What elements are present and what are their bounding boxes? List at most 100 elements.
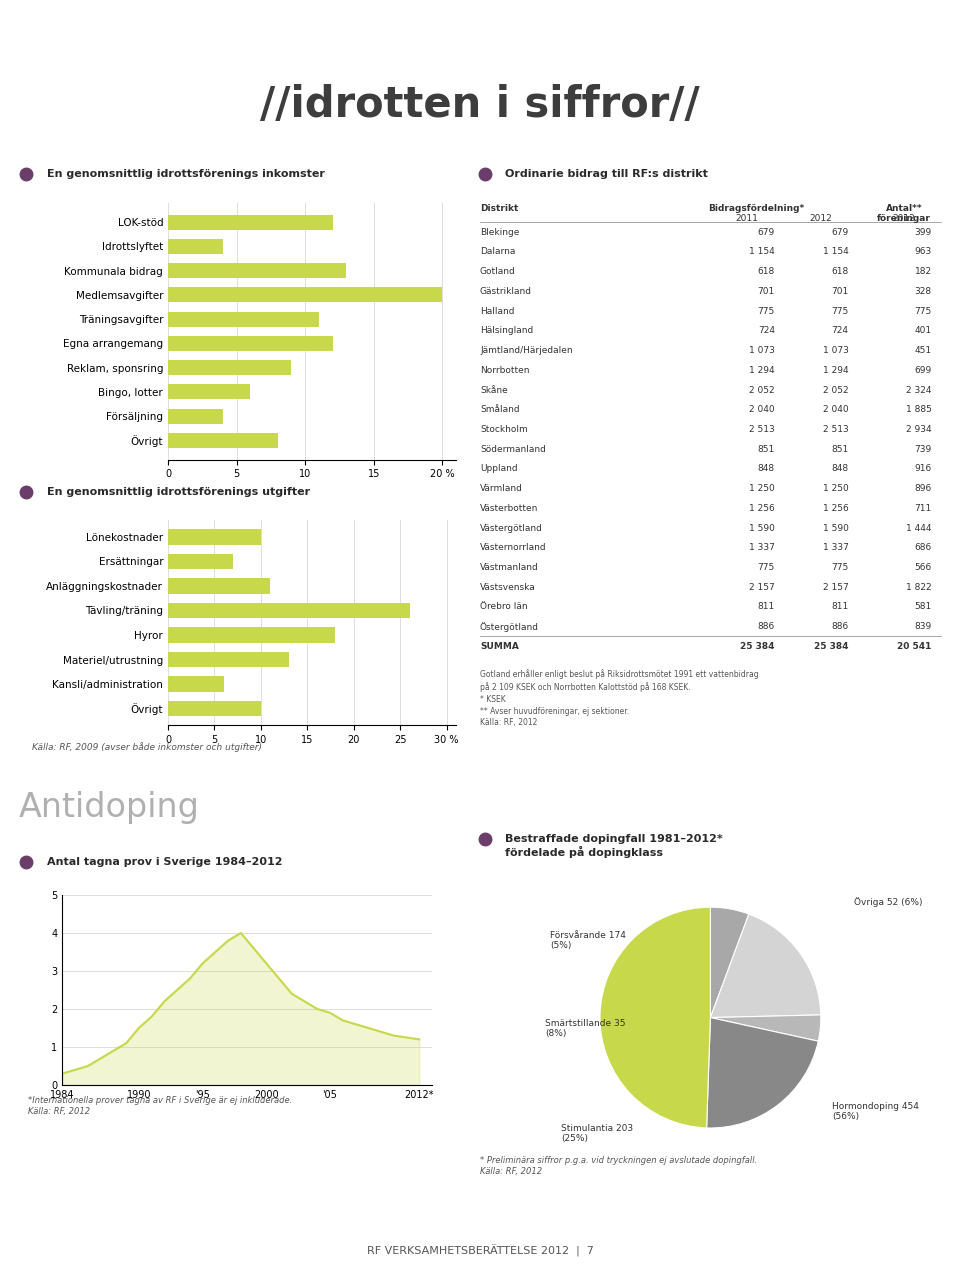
Text: 1 250: 1 250: [823, 484, 849, 493]
Text: 1 885: 1 885: [905, 406, 931, 415]
Text: Blekinge: Blekinge: [480, 227, 519, 236]
Text: Västmanland: Västmanland: [480, 562, 539, 573]
Text: 2 513: 2 513: [823, 425, 849, 434]
Text: 775: 775: [914, 307, 931, 316]
Text: 1 154: 1 154: [749, 248, 775, 257]
Text: 1 256: 1 256: [749, 503, 775, 512]
Text: Värmland: Värmland: [480, 484, 523, 493]
Text: 679: 679: [757, 227, 775, 236]
Text: 839: 839: [914, 623, 931, 632]
Bar: [168, 239, 223, 254]
Text: 916: 916: [914, 465, 931, 474]
Text: 701: 701: [757, 286, 775, 295]
Bar: [168, 408, 223, 424]
Text: 2 040: 2 040: [750, 406, 775, 415]
Text: Bestraffade dopingfall 1981–2012*
fördelade på dopingklass: Bestraffade dopingfall 1981–2012* fördel…: [505, 833, 723, 858]
Text: 1 444: 1 444: [906, 524, 931, 533]
Text: 739: 739: [914, 444, 931, 453]
Text: Hälsingland: Hälsingland: [480, 326, 533, 335]
Bar: [168, 214, 332, 230]
Wedge shape: [710, 914, 821, 1017]
Text: Hormondoping 454
(56%): Hormondoping 454 (56%): [832, 1102, 919, 1121]
Text: //idrotten i siffror//: //idrotten i siffror//: [260, 85, 700, 127]
Text: Ordinarie bidrag till RF:s distrikt: Ordinarie bidrag till RF:s distrikt: [505, 169, 708, 178]
Text: Stimulantia 203
(25%): Stimulantia 203 (25%): [562, 1124, 634, 1143]
Text: 1 250: 1 250: [749, 484, 775, 493]
Text: 2011: 2011: [735, 214, 758, 223]
Text: Västernorrland: Västernorrland: [480, 543, 546, 552]
Bar: [168, 677, 224, 692]
Text: 1 337: 1 337: [823, 543, 849, 552]
Bar: [168, 312, 319, 326]
Bar: [168, 529, 261, 544]
Text: 618: 618: [757, 267, 775, 276]
Text: 2 052: 2 052: [823, 385, 849, 394]
Text: 1 590: 1 590: [823, 524, 849, 533]
Bar: [168, 628, 335, 642]
Text: Uppland: Uppland: [480, 465, 517, 474]
Text: 2012: 2012: [893, 214, 915, 223]
Text: Dalarna: Dalarna: [480, 248, 516, 257]
Text: 724: 724: [831, 326, 849, 335]
Text: 1 073: 1 073: [823, 347, 849, 356]
Text: Smärtstillande 35
(8%): Smärtstillande 35 (8%): [544, 1019, 625, 1039]
Text: 618: 618: [831, 267, 849, 276]
Text: Västsvenska: Västsvenska: [480, 583, 536, 592]
Text: 1 294: 1 294: [823, 366, 849, 375]
Text: Västergötland: Västergötland: [480, 524, 542, 533]
Bar: [168, 578, 270, 593]
Text: 699: 699: [914, 366, 931, 375]
Text: SUMMA: SUMMA: [480, 642, 518, 651]
Text: 2 324: 2 324: [906, 385, 931, 394]
Text: Antal tagna prov i Sverige 1984–2012: Antal tagna prov i Sverige 1984–2012: [47, 858, 282, 867]
Text: Gästrikland: Gästrikland: [480, 286, 532, 295]
Text: 401: 401: [915, 326, 931, 335]
Text: Östergötland: Östergötland: [480, 621, 539, 632]
Text: 25 384: 25 384: [814, 642, 849, 651]
Text: En genomsnittlig idrottsförenings utgifter: En genomsnittlig idrottsförenings utgift…: [47, 488, 310, 497]
Text: Halland: Halland: [480, 307, 515, 316]
Text: 711: 711: [914, 503, 931, 512]
Bar: [168, 701, 261, 716]
Text: Försvårande 174
(5%): Försvårande 174 (5%): [550, 931, 626, 950]
Text: Skåne: Skåne: [480, 385, 508, 394]
Text: 963: 963: [914, 248, 931, 257]
Wedge shape: [710, 1014, 821, 1041]
Text: 1 590: 1 590: [749, 524, 775, 533]
Bar: [168, 263, 347, 279]
Text: Örebro län: Örebro län: [480, 602, 528, 611]
Text: Stockholm: Stockholm: [480, 425, 528, 434]
Text: 811: 811: [757, 602, 775, 611]
Text: Jämtland/Härjedalen: Jämtland/Härjedalen: [480, 347, 572, 356]
Text: 851: 851: [831, 444, 849, 453]
Text: Källa: RF, 2009 (avser både inkomster och utgifter): Källa: RF, 2009 (avser både inkomster oc…: [32, 742, 262, 751]
Text: 775: 775: [831, 562, 849, 573]
Text: 775: 775: [757, 307, 775, 316]
Text: 1 337: 1 337: [749, 543, 775, 552]
Bar: [168, 603, 410, 618]
Text: 1 154: 1 154: [823, 248, 849, 257]
Text: 581: 581: [914, 602, 931, 611]
Text: 851: 851: [757, 444, 775, 453]
Wedge shape: [707, 1017, 818, 1127]
Text: 2 040: 2 040: [823, 406, 849, 415]
Text: * Preliminära siffror p.g.a. vid tryckningen ej avslutade dopingfall.
Källa: RF,: * Preliminära siffror p.g.a. vid tryckni…: [480, 1156, 757, 1176]
Text: 2 934: 2 934: [906, 425, 931, 434]
Text: 2 157: 2 157: [823, 583, 849, 592]
Wedge shape: [600, 908, 710, 1127]
Bar: [168, 288, 443, 303]
Text: 848: 848: [831, 465, 849, 474]
Text: 1 822: 1 822: [906, 583, 931, 592]
Text: Bidragsfördelning*: Bidragsfördelning*: [708, 204, 804, 213]
Text: 1 073: 1 073: [749, 347, 775, 356]
Text: Övriga 52 (6%): Övriga 52 (6%): [854, 896, 923, 907]
Text: Södermanland: Södermanland: [480, 444, 546, 453]
Bar: [168, 360, 292, 375]
Text: 775: 775: [757, 562, 775, 573]
Text: 775: 775: [831, 307, 849, 316]
Text: 724: 724: [757, 326, 775, 335]
Text: 811: 811: [831, 602, 849, 611]
Text: Norrbotten: Norrbotten: [480, 366, 530, 375]
Text: 1 256: 1 256: [823, 503, 849, 512]
Text: Antidoping: Antidoping: [19, 791, 200, 824]
